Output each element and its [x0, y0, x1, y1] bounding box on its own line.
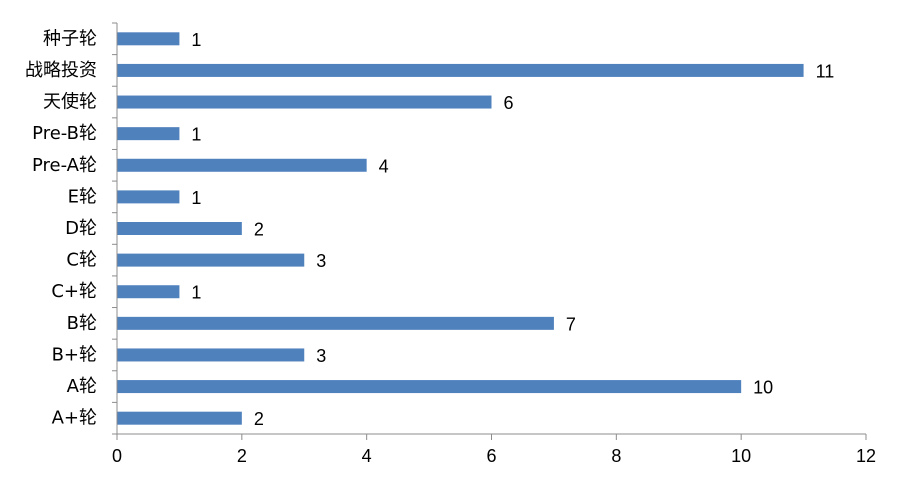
data-label: 6 [504, 93, 514, 113]
x-tick-label: 6 [486, 446, 496, 466]
bar [117, 253, 305, 267]
bar [117, 285, 180, 299]
data-label: 2 [254, 409, 264, 429]
data-label: 11 [816, 61, 835, 81]
data-label: 1 [191, 188, 201, 208]
bar [117, 348, 305, 362]
y-tick-label: C轮 [66, 250, 97, 271]
labels-layer: 种子轮 1 战略投资 11 天使轮 6 Pre-B轮 1 Pre-A轮 4 E轮 1 D轮 2 C轮 3 C+轮… [25, 28, 876, 466]
bar [117, 222, 242, 235]
y-tick-label: B+轮 [52, 344, 97, 365]
data-label: 1 [191, 283, 201, 303]
data-label: 1 [191, 30, 201, 50]
y-tick-label: A+轮 [52, 408, 97, 429]
data-label: 4 [379, 156, 389, 176]
data-label: 7 [566, 314, 576, 334]
bar [117, 127, 180, 141]
data-label: 3 [316, 346, 326, 366]
y-tick-label: Pre-B轮 [32, 123, 97, 144]
data-label: 10 [753, 378, 773, 398]
y-tick-label: C+轮 [51, 281, 97, 302]
x-tick-label: 2 [237, 446, 247, 466]
y-tick-label: 战略投资 [25, 60, 97, 81]
bar [117, 380, 742, 394]
data-label: 2 [254, 220, 264, 240]
y-tick-label: D轮 [65, 218, 97, 239]
x-tick-label: 12 [856, 446, 876, 466]
bar [117, 411, 242, 425]
y-tick-label: A轮 [67, 376, 97, 397]
axes-layer [112, 22, 867, 440]
bar [117, 158, 367, 172]
x-tick-label: 4 [362, 446, 372, 466]
bars-layer [117, 32, 804, 425]
x-tick-label: 8 [611, 446, 621, 466]
x-tick-label: 10 [731, 446, 751, 466]
y-tick-label: 种子轮 [43, 28, 97, 49]
bar [117, 32, 180, 46]
y-tick-label: B轮 [67, 313, 97, 334]
bar [117, 63, 804, 77]
y-tick-label: Pre-A轮 [32, 155, 97, 176]
bar [117, 95, 492, 109]
y-tick-label: E轮 [68, 186, 97, 207]
bar [117, 190, 180, 204]
data-label: 3 [316, 251, 326, 271]
bar [117, 316, 554, 330]
y-tick-label: 天使轮 [43, 92, 97, 113]
data-label: 1 [191, 125, 201, 145]
x-tick-label: 0 [112, 446, 122, 466]
